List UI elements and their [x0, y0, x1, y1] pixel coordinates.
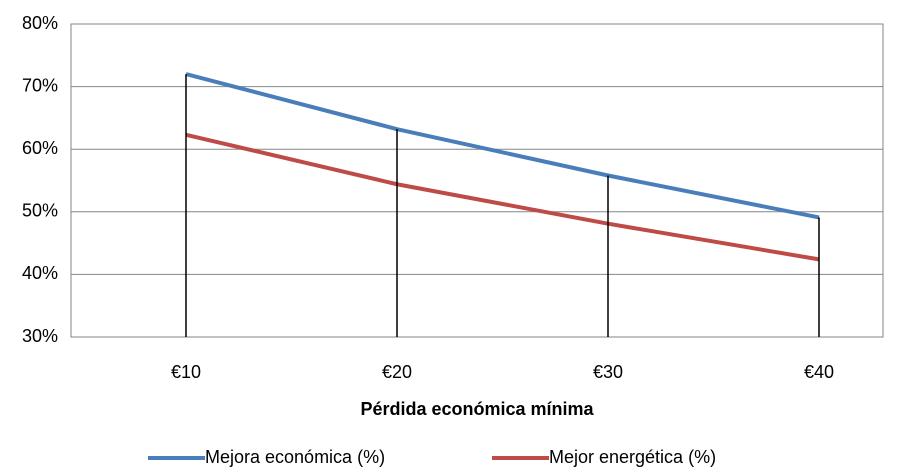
x-tick-label: €40 [804, 362, 834, 382]
x-tick-label: €20 [382, 362, 412, 382]
legend-label: Mejora económica (%) [205, 447, 385, 467]
y-tick-label: 50% [22, 201, 58, 221]
series-line [185, 72, 820, 220]
legend-label: Mejor energética (%) [549, 447, 716, 467]
x-tick-label: €30 [593, 362, 623, 382]
y-tick-label: 40% [22, 263, 58, 283]
plot-border [70, 23, 884, 338]
y-tick-label: 30% [22, 326, 58, 346]
x-axis-title: Pérdida económica mínima [360, 399, 594, 419]
y-tick-label: 60% [22, 138, 58, 158]
y-tick-label: 80% [22, 13, 58, 33]
x-tick-label: €10 [171, 362, 201, 382]
y-tick-label: 70% [22, 75, 58, 95]
series-line [185, 132, 820, 262]
